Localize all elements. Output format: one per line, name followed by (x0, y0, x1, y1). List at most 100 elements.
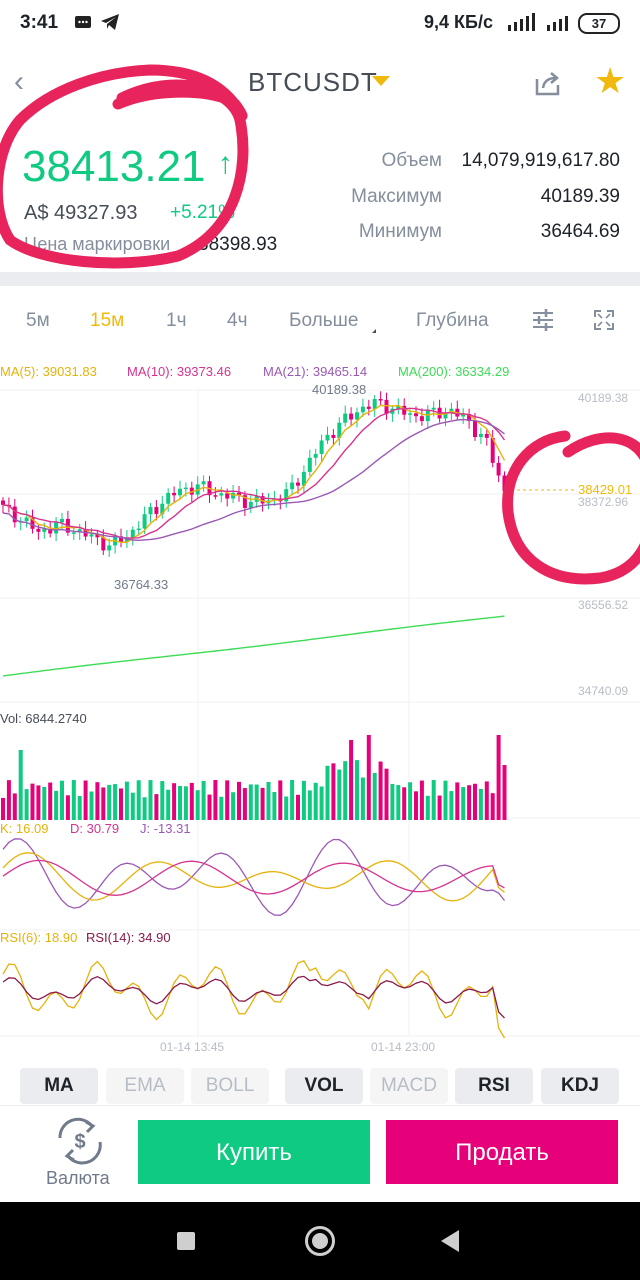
volume-bar (260, 787, 265, 820)
volume-value: 14,079,919,617.80 (461, 150, 621, 171)
star-icon[interactable]: ★ (594, 60, 627, 101)
volume-bar (301, 780, 306, 820)
kdj-j-line (2, 838, 506, 916)
candle-body (1, 500, 5, 505)
axis-price-4: 34740.09 (578, 684, 629, 698)
volume-bar (160, 781, 165, 820)
volume-bar (419, 780, 424, 820)
volume-bar (213, 780, 218, 820)
change-percent: +5.21% (170, 202, 235, 223)
kdj-d-line (2, 859, 505, 896)
tab-15m[interactable]: 15м (90, 310, 125, 331)
settings-sliders-icon[interactable] (531, 308, 555, 332)
volume-bar (6, 780, 11, 820)
candle-body (95, 534, 100, 538)
candle-body (372, 399, 377, 409)
volume-bar (437, 795, 442, 820)
candle-body (30, 517, 35, 529)
sell-button[interactable]: Продать (386, 1120, 618, 1184)
chevron-down-icon[interactable] (372, 76, 390, 86)
volume-bar (355, 760, 359, 820)
volume-bar (154, 794, 159, 820)
system-back-icon[interactable] (441, 1230, 459, 1252)
kdj-toggle[interactable]: KDJ (541, 1068, 619, 1104)
volume-bar (490, 793, 495, 820)
candle-body (142, 514, 147, 529)
volume-bar (71, 780, 76, 820)
candle-body (154, 507, 159, 514)
chart-low-label: 36764.33 (114, 577, 169, 592)
volume-bar (219, 796, 224, 820)
tab-1h[interactable]: 1ч (166, 310, 187, 331)
recents-icon[interactable] (177, 1232, 195, 1250)
share-icon[interactable] (534, 69, 562, 97)
volume-bar (414, 791, 418, 820)
vol-toggle[interactable]: VOL (285, 1068, 363, 1104)
candle-body (178, 488, 182, 496)
candle-body (319, 440, 324, 454)
ma21-line (2, 418, 505, 542)
boll-toggle[interactable]: BOLL (191, 1068, 269, 1104)
system-nav-bar (0, 1202, 640, 1280)
header: ‹ BTCUSDT ★ (0, 55, 640, 111)
last-price: 38413.21 ↑ (22, 142, 233, 192)
kdj-k-line (2, 852, 505, 902)
ma-toggle[interactable]: MA (20, 1068, 98, 1104)
volume-bar (101, 787, 106, 820)
candle-body (502, 475, 507, 492)
volume-bar (425, 795, 430, 820)
volume-bar (278, 780, 283, 820)
volume-bar (478, 788, 483, 820)
volume-bar (142, 797, 147, 820)
tab-depth[interactable]: Глубина (416, 310, 489, 331)
volume-bar (148, 780, 153, 820)
tab-5m[interactable]: 5м (26, 310, 50, 331)
volume-bar (60, 780, 64, 820)
volume-bar (89, 791, 94, 820)
network-speed: 9,4 КБ/с (424, 12, 493, 32)
volume-bar (284, 796, 289, 820)
kline-chart[interactable] (0, 380, 640, 1060)
volume-bar (54, 790, 59, 820)
time-label-1: 01-14 13:45 (160, 1040, 225, 1054)
volume-bar (231, 792, 236, 820)
macd-toggle[interactable]: MACD (370, 1068, 448, 1104)
candle-body (148, 507, 153, 515)
ema-toggle[interactable]: EMA (106, 1068, 184, 1104)
currency-label[interactable]: Валюта (46, 1168, 110, 1188)
svg-text:$: $ (74, 1131, 85, 1153)
volume-bar (443, 780, 448, 820)
volume-bar (408, 782, 413, 820)
candle-body (54, 522, 59, 534)
ma21-legend: MA(21): 39465.14 (263, 364, 368, 379)
volume-bar (484, 781, 489, 820)
fullscreen-icon[interactable] (594, 310, 614, 330)
time-label-2: 01-14 23:00 (371, 1040, 436, 1054)
candle-body (248, 501, 253, 508)
home-icon[interactable] (305, 1226, 335, 1256)
status-bar: 3:41 9,4 КБ/с 37 (0, 0, 640, 46)
volume-bar (307, 790, 312, 820)
volume-bar (237, 781, 241, 820)
volume-bar (313, 782, 318, 820)
volume-bar (431, 780, 436, 820)
candle-body (313, 453, 318, 458)
currency-exchange-icon[interactable]: $ (52, 1116, 108, 1166)
more-caret-icon (368, 329, 376, 333)
rsi-toggle[interactable]: RSI (455, 1068, 533, 1104)
volume-bar (113, 784, 118, 820)
buy-button[interactable]: Купить (138, 1120, 370, 1184)
candle-body (408, 413, 413, 415)
volume-bar (396, 785, 401, 820)
candle-body (366, 406, 371, 409)
ma10-line (2, 407, 506, 539)
high-label: Максимум (351, 186, 442, 207)
tab-more[interactable]: Больше (289, 310, 359, 331)
tab-4h[interactable]: 4ч (227, 310, 248, 331)
symbol-selector[interactable]: BTCUSDT (248, 67, 378, 97)
back-arrow-icon[interactable]: ‹ (14, 65, 24, 98)
volume-bar (207, 794, 212, 820)
candle-body (349, 413, 354, 420)
low-label: Минимум (358, 221, 442, 242)
battery-indicator: 37 (578, 13, 620, 34)
